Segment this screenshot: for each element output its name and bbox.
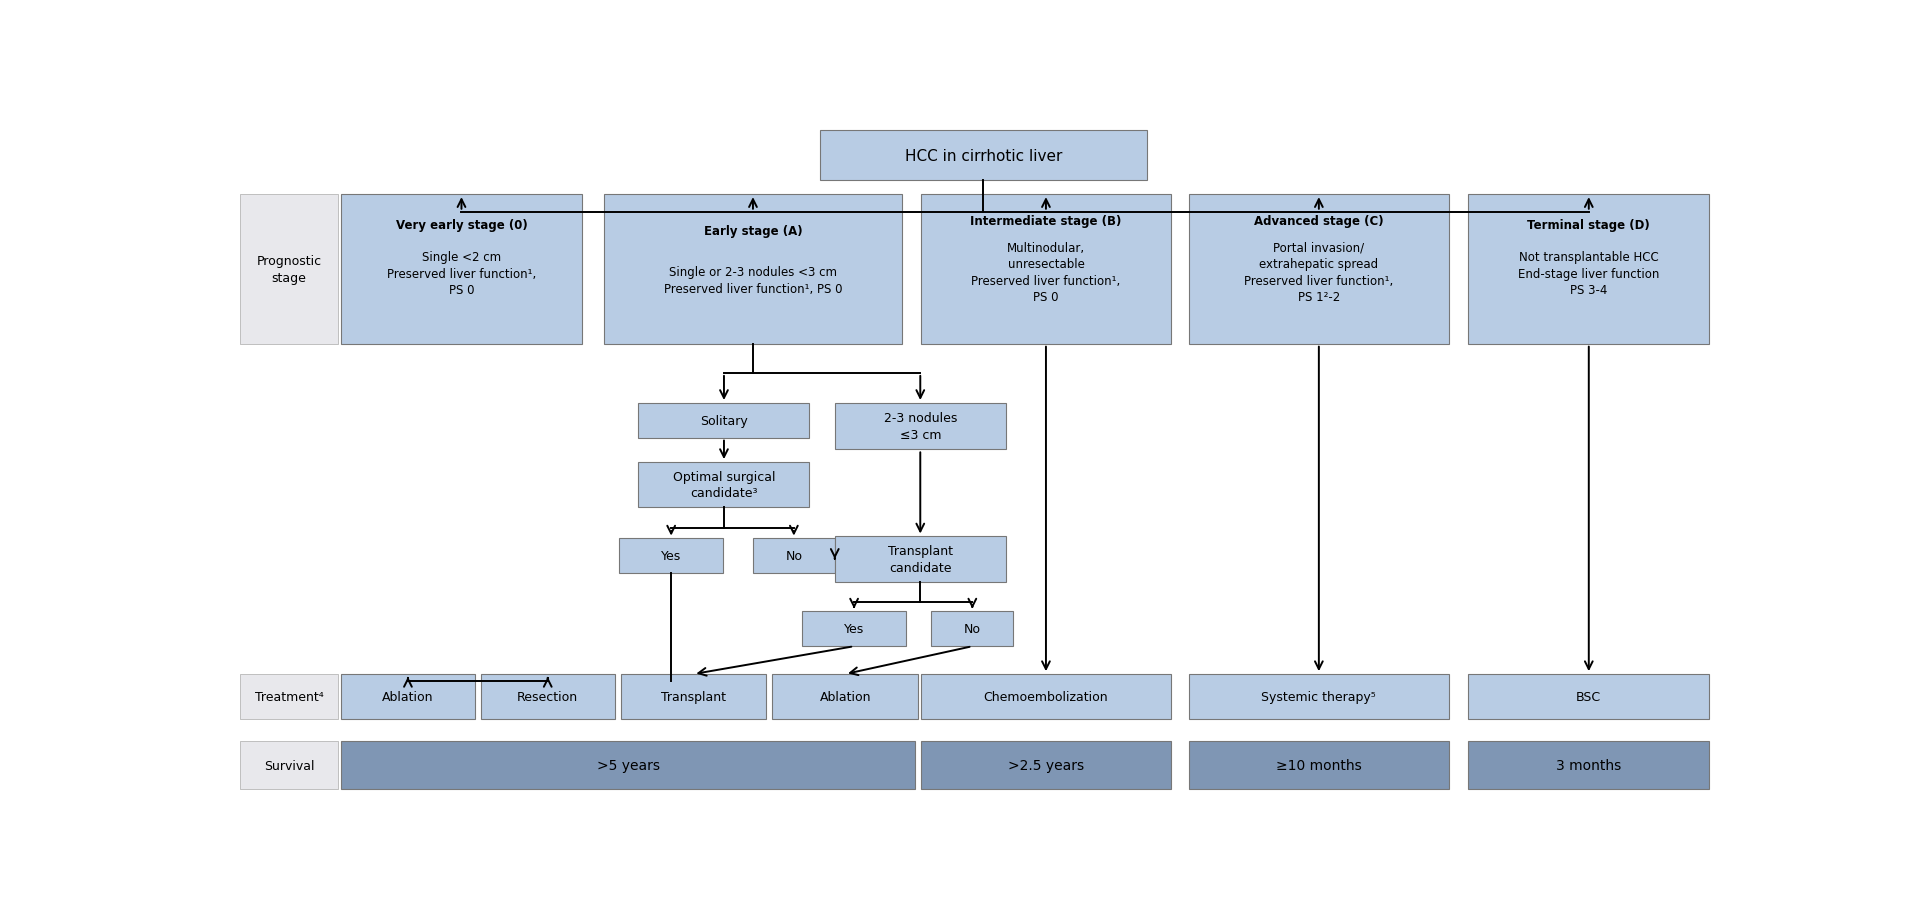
Text: Not transplantable HCC
End-stage liver function
PS 3-4: Not transplantable HCC End-stage liver f… <box>1518 251 1660 297</box>
FancyBboxPatch shape <box>342 741 915 789</box>
Text: HCC in cirrhotic liver: HCC in cirrhotic liver <box>904 149 1063 163</box>
FancyBboxPatch shape <box>921 195 1171 345</box>
Text: No: No <box>963 622 981 636</box>
Text: Ablation: Ablation <box>382 690 434 704</box>
FancyBboxPatch shape <box>240 195 338 345</box>
Text: Resection: Resection <box>516 690 578 704</box>
Text: Optimal surgical
candidate³: Optimal surgical candidate³ <box>674 470 775 500</box>
Text: Early stage (A): Early stage (A) <box>704 225 802 237</box>
Text: Chemoembolization: Chemoembolization <box>984 690 1109 704</box>
Text: Survival: Survival <box>263 759 315 772</box>
FancyBboxPatch shape <box>921 741 1171 789</box>
FancyBboxPatch shape <box>752 538 835 574</box>
FancyBboxPatch shape <box>639 463 810 508</box>
FancyBboxPatch shape <box>342 195 581 345</box>
FancyBboxPatch shape <box>921 675 1171 720</box>
Text: Portal invasion/
extrahepatic spread
Preserved liver function¹,
PS 1²-2: Portal invasion/ extrahepatic spread Pre… <box>1244 242 1393 304</box>
Text: Prognostic
stage: Prognostic stage <box>257 255 322 284</box>
Text: Single <2 cm
Preserved liver function¹,
PS 0: Single <2 cm Preserved liver function¹, … <box>388 251 535 297</box>
Text: ≥10 months: ≥10 months <box>1276 759 1362 772</box>
FancyBboxPatch shape <box>604 195 902 345</box>
FancyBboxPatch shape <box>1188 741 1449 789</box>
Text: Advanced stage (C): Advanced stage (C) <box>1253 215 1384 227</box>
FancyBboxPatch shape <box>342 675 474 720</box>
FancyBboxPatch shape <box>835 403 1006 450</box>
FancyBboxPatch shape <box>620 538 723 574</box>
Text: Multinodular,
unresectable
Preserved liver function¹,
PS 0: Multinodular, unresectable Preserved liv… <box>971 242 1121 304</box>
Text: Single or 2-3 nodules <3 cm
Preserved liver function¹, PS 0: Single or 2-3 nodules <3 cm Preserved li… <box>664 266 842 295</box>
FancyBboxPatch shape <box>931 612 1013 647</box>
Text: 2-3 nodules
≤3 cm: 2-3 nodules ≤3 cm <box>883 412 958 441</box>
Text: >2.5 years: >2.5 years <box>1007 759 1084 772</box>
Text: Yes: Yes <box>844 622 864 636</box>
Text: Solitary: Solitary <box>700 414 748 428</box>
FancyBboxPatch shape <box>1468 741 1710 789</box>
Text: No: No <box>785 549 802 563</box>
FancyBboxPatch shape <box>802 612 906 647</box>
Text: Intermediate stage (B): Intermediate stage (B) <box>971 215 1121 227</box>
Text: Transplant: Transplant <box>660 690 725 704</box>
Text: Ablation: Ablation <box>819 690 871 704</box>
FancyBboxPatch shape <box>835 537 1006 582</box>
Text: Terminal stage (D): Terminal stage (D) <box>1528 218 1650 232</box>
Text: Very early stage (0): Very early stage (0) <box>395 218 528 232</box>
FancyBboxPatch shape <box>639 403 810 438</box>
FancyBboxPatch shape <box>1188 675 1449 720</box>
FancyBboxPatch shape <box>819 131 1148 181</box>
FancyBboxPatch shape <box>771 675 917 720</box>
FancyBboxPatch shape <box>240 675 338 720</box>
Text: >5 years: >5 years <box>597 759 660 772</box>
FancyBboxPatch shape <box>1468 195 1710 345</box>
Text: Yes: Yes <box>660 549 681 563</box>
Text: Transplant
candidate: Transplant candidate <box>888 545 952 574</box>
Text: Treatment⁴: Treatment⁴ <box>255 690 322 704</box>
FancyBboxPatch shape <box>1188 195 1449 345</box>
FancyBboxPatch shape <box>482 675 614 720</box>
FancyBboxPatch shape <box>1468 675 1710 720</box>
Text: Systemic therapy⁵: Systemic therapy⁵ <box>1261 690 1376 704</box>
FancyBboxPatch shape <box>240 741 338 789</box>
Text: 3 months: 3 months <box>1556 759 1622 772</box>
FancyBboxPatch shape <box>620 675 766 720</box>
Text: BSC: BSC <box>1575 690 1600 704</box>
